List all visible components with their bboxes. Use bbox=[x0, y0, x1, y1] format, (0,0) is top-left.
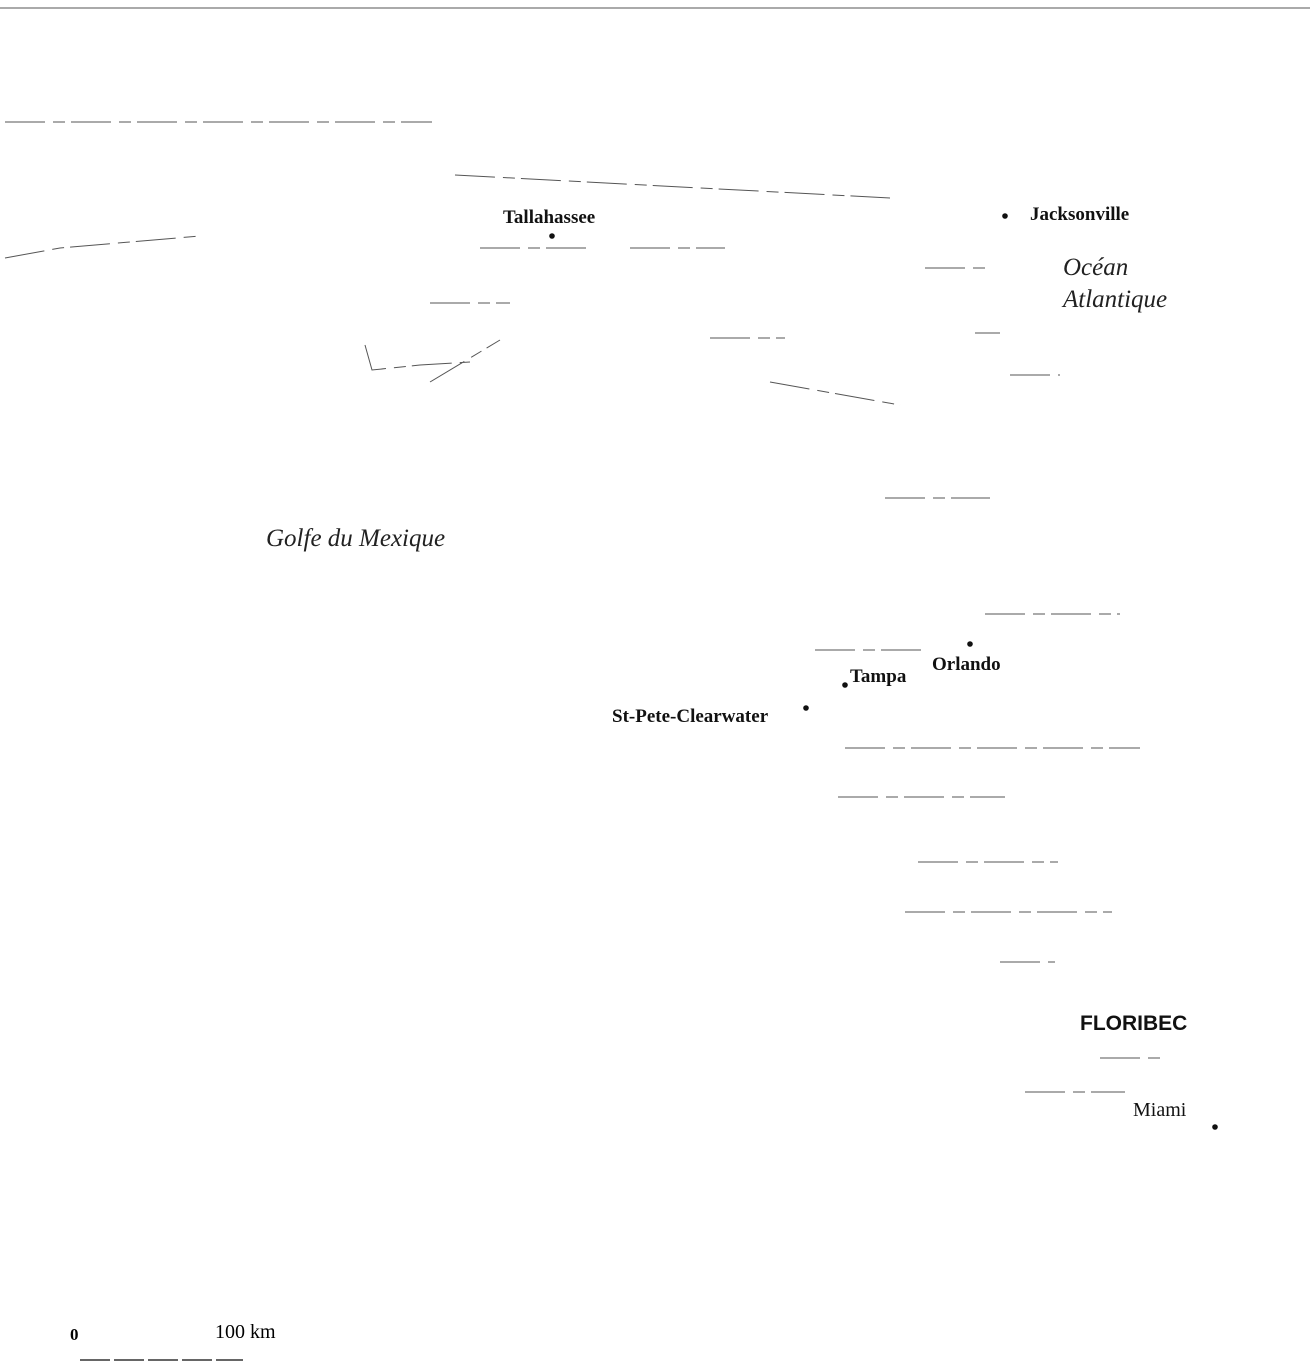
city-dot bbox=[803, 705, 809, 711]
trace bbox=[454, 174, 891, 199]
ocean-label: Océan bbox=[1063, 254, 1128, 281]
city-dot bbox=[1002, 213, 1008, 219]
trace bbox=[838, 796, 1112, 913]
trace bbox=[430, 302, 990, 499]
city-label: Jacksonville bbox=[1030, 204, 1129, 225]
city-label: Tallahassee bbox=[503, 207, 595, 228]
scale-start: 0 bbox=[70, 1325, 79, 1344]
city-label: Miami bbox=[1133, 1099, 1187, 1121]
city-dot bbox=[549, 233, 555, 239]
city-label: Tampa bbox=[850, 666, 907, 687]
city-dot bbox=[842, 682, 848, 688]
region-label: FLORIBEC bbox=[1080, 1012, 1187, 1035]
city-dot bbox=[967, 641, 973, 647]
city-label: Orlando bbox=[932, 654, 1001, 675]
trace bbox=[769, 332, 1060, 406]
coastline-traces bbox=[4, 121, 1160, 1093]
trace bbox=[480, 247, 985, 269]
trace bbox=[815, 613, 1140, 749]
city-dot bbox=[1212, 1124, 1218, 1130]
trace bbox=[1000, 961, 1160, 1093]
trace bbox=[364, 339, 501, 383]
city-label: St-Pete-Clearwater bbox=[612, 706, 769, 727]
trace bbox=[4, 235, 201, 259]
gulf-label: Golfe du Mexique bbox=[266, 525, 445, 552]
scale-end: 100 km bbox=[215, 1321, 276, 1343]
ocean-label: Atlantique bbox=[1061, 286, 1167, 313]
